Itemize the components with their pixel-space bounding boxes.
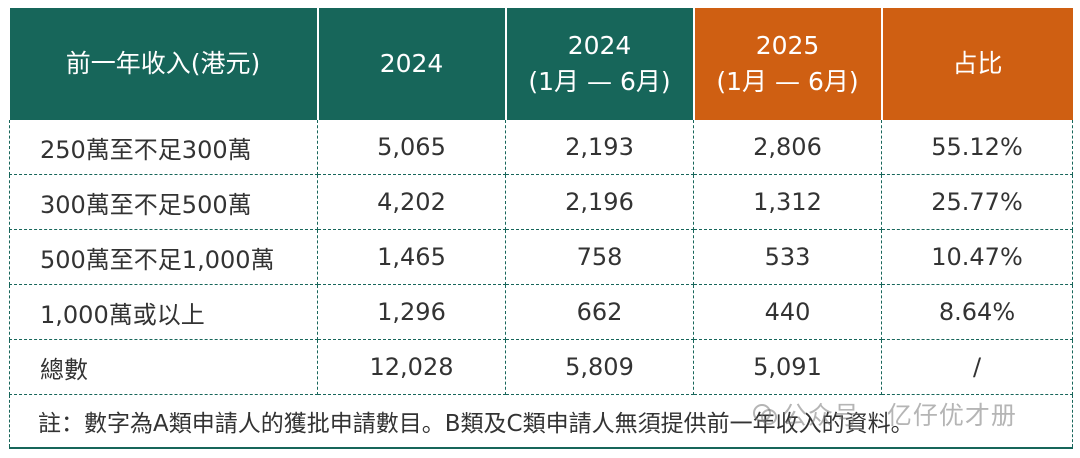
table-row: 500萬至不足1,000萬 1,465 758 533 10.47%: [9, 229, 1073, 285]
income-table: 前一年收入(港元) 2024 2024 (1月 — 6月) 2025 (1月 —…: [9, 8, 1073, 449]
cell-2025-h1: 2,806: [693, 120, 882, 175]
cell-2024-h1: 2,196: [505, 174, 694, 230]
cell-2024-h1: 2,193: [505, 120, 694, 175]
cell-2024-h1: 5,809: [505, 339, 694, 395]
row-label: 500萬至不足1,000萬: [9, 229, 318, 285]
note-row: 註：數字為A類申請人的獲批申請數目。B類及C類申請人無須提供前一年收入的資料。: [9, 394, 1073, 449]
header-row: 前一年收入(港元) 2024 2024 (1月 — 6月) 2025 (1月 —…: [9, 8, 1073, 120]
cell-share: /: [881, 339, 1073, 395]
table-note: 註：數字為A類申請人的獲批申請數目。B類及C類申請人無須提供前一年收入的資料。: [9, 394, 1073, 449]
cell-2024: 1,465: [317, 229, 506, 285]
watermark-text: 公众号 · 亿仔优才册: [782, 401, 1017, 430]
header-2025-h1: 2025 (1月 — 6月): [692, 8, 882, 120]
header-2024-h1-period: (1月 — 6月): [528, 67, 671, 96]
table-row: 1,000萬或以上 1,296 662 440 8.64%: [9, 284, 1073, 340]
row-label: 300萬至不足500萬: [9, 174, 318, 230]
cell-2025-h1: 533: [693, 229, 882, 285]
wechat-icon: [752, 402, 778, 428]
cell-2024: 4,202: [317, 174, 506, 230]
cell-2024-h1: 758: [505, 229, 694, 285]
row-label: 250萬至不足300萬: [9, 120, 318, 175]
table-row-total: 總數 12,028 5,809 5,091 /: [9, 339, 1073, 395]
cell-share: 25.77%: [881, 174, 1073, 230]
row-label: 1,000萬或以上: [9, 284, 318, 340]
cell-2025-h1: 1,312: [693, 174, 882, 230]
header-share: 占比: [880, 8, 1073, 120]
cell-2024-h1: 662: [505, 284, 694, 340]
cell-2025-h1: 440: [693, 284, 882, 340]
cell-share: 8.64%: [881, 284, 1073, 340]
header-2025-h1-year: 2025: [755, 31, 820, 60]
header-year-2024: 2024: [316, 8, 506, 120]
header-2025-h1-period: (1月 — 6月): [716, 67, 859, 96]
cell-share: 55.12%: [881, 120, 1073, 175]
cell-2024: 5,065: [317, 120, 506, 175]
row-label-total: 總數: [9, 339, 318, 395]
cell-2024: 1,296: [317, 284, 506, 340]
header-2024-h1: 2024 (1月 — 6月): [504, 8, 694, 120]
cell-2025-h1: 5,091: [693, 339, 882, 395]
table-row: 250萬至不足300萬 5,065 2,193 2,806 55.12%: [9, 120, 1073, 175]
watermark: 公众号 · 亿仔优才册: [752, 396, 1017, 432]
cell-2024: 12,028: [317, 339, 506, 395]
cell-share: 10.47%: [881, 229, 1073, 285]
header-2024-h1-year: 2024: [567, 31, 632, 60]
header-income-range: 前一年收入(港元): [9, 8, 318, 120]
table-row: 300萬至不足500萬 4,202 2,196 1,312 25.77%: [9, 174, 1073, 230]
